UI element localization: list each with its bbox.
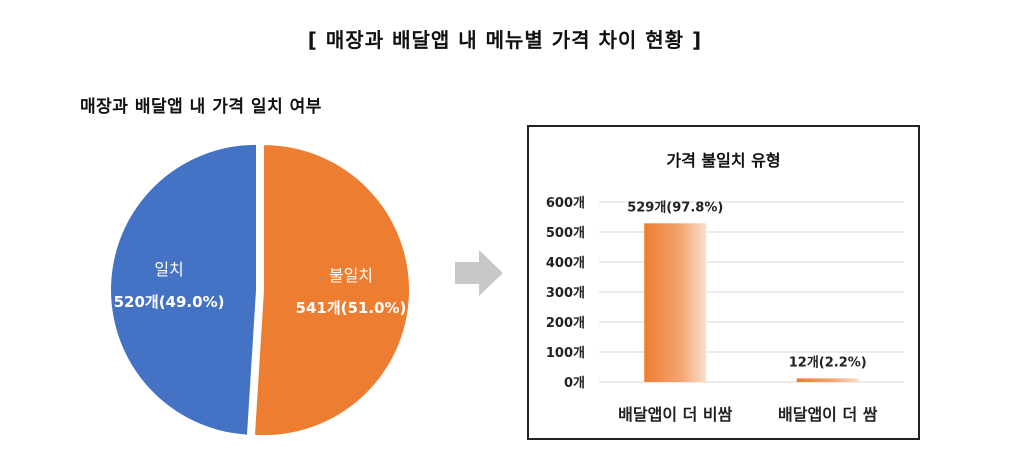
x-category-label: 배달앱이 더 쌈	[778, 405, 878, 424]
bar	[796, 378, 859, 382]
y-tick-label: 400개	[546, 256, 585, 271]
pie-chart-title: 매장과 배달앱 내 가격 일치 여부	[80, 97, 322, 117]
y-tick-label: 0개	[564, 376, 585, 391]
y-tick-label: 600개	[546, 196, 585, 211]
pie-slice	[111, 144, 257, 435]
page-title: [ 매장과 배달앱 내 메뉴별 가격 차이 현황 ]	[307, 28, 703, 52]
pie-slice-value-label: 520개(49.0%)	[114, 293, 225, 311]
y-tick-label: 500개	[546, 226, 585, 241]
y-tick-label: 300개	[546, 286, 585, 301]
bar	[644, 223, 707, 382]
bar-data-label: 12개(2.2%)	[789, 355, 867, 370]
y-tick-label: 200개	[546, 316, 585, 331]
y-tick-label: 100개	[546, 346, 585, 361]
bar-chart-frame: 가격 불일치 유형 0개 100개 200개 300개 400개 500개 600개 529개…	[527, 125, 920, 440]
pie-slice-value-label: 541개(51.0%)	[296, 299, 407, 317]
pie-slice	[254, 145, 409, 436]
pie-slice-label: 일치	[154, 260, 183, 279]
bar-data-label: 529개(97.8%)	[627, 200, 723, 215]
bar-chart: 0개 100개 200개 300개 400개 500개 600개 529개(97.8%) 배달앱…	[546, 196, 904, 424]
pie-chart: 불일치 541개(51.0%) 일치 520개(49.0%)	[111, 144, 409, 436]
bar-chart-title: 가격 불일치 유형	[666, 151, 781, 170]
x-category-label: 배달앱이 더 비쌈	[618, 405, 732, 424]
right-arrow-icon	[455, 250, 503, 296]
pie-slice-label: 불일치	[329, 266, 373, 285]
